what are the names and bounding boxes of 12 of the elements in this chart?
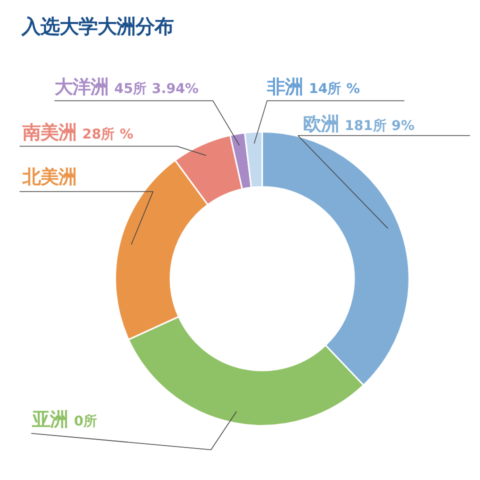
slice-label: 欧洲 xyxy=(302,114,339,135)
slice-label: 非洲 xyxy=(266,77,304,98)
slice-label: 北美洲 xyxy=(22,166,76,188)
text: 14所 % xyxy=(308,81,360,98)
text: 28所 % xyxy=(82,126,134,142)
chart-title: 入选大学大洲分布 xyxy=(20,15,174,38)
slice-label: 大洋洲 xyxy=(53,77,108,98)
slice-label: 亚洲 xyxy=(31,410,68,431)
text: 0所 xyxy=(74,414,98,430)
slice-label: 南美洲 xyxy=(22,122,76,144)
text: 45所 3.94% xyxy=(114,81,199,98)
text: 181所 9% xyxy=(344,118,415,134)
